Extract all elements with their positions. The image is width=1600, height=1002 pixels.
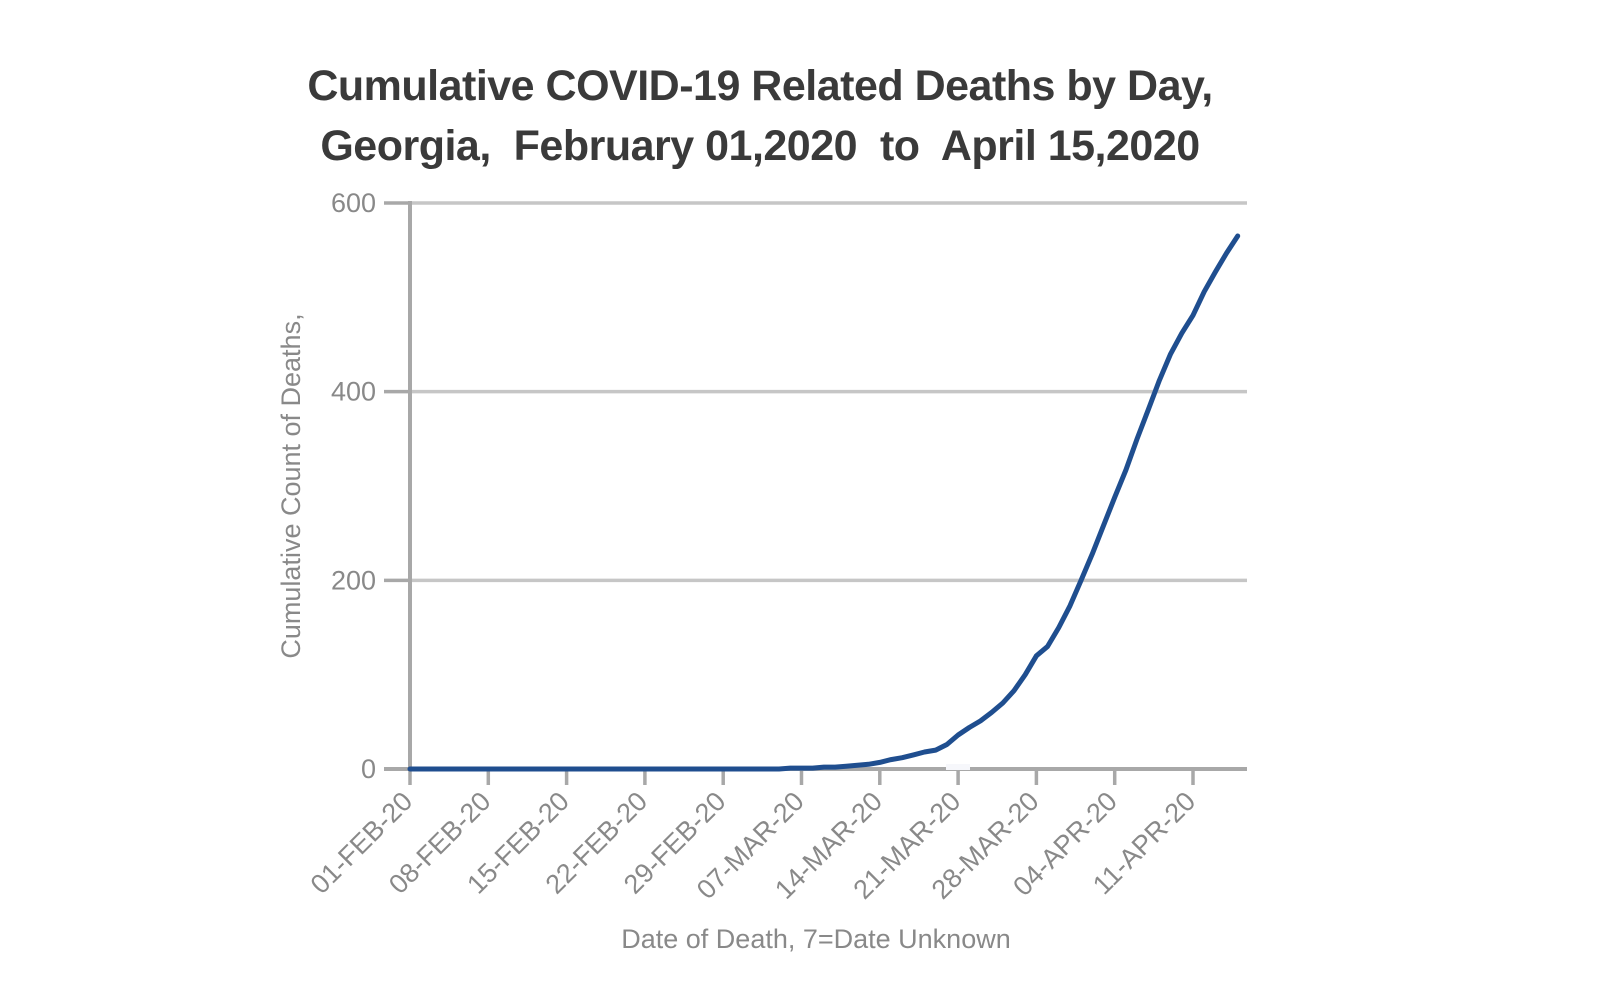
x-axis-title: Date of Death, 7=Date Unknown bbox=[621, 924, 1010, 954]
chart-title-line-2: Georgia, February 01,2020 to April 15,20… bbox=[320, 122, 1200, 170]
axis-artifact-dash bbox=[946, 764, 970, 770]
y-tick-label-600: 600 bbox=[331, 188, 376, 218]
y-tick-label-400: 400 bbox=[331, 377, 376, 407]
y-tick-label-0: 0 bbox=[361, 754, 376, 784]
chart-title-line-1: Cumulative COVID-19 Related Deaths by Da… bbox=[307, 62, 1213, 110]
series-line-cumulative-deaths bbox=[407, 233, 1241, 772]
y-axis-title: Cumulative Count of Deaths, bbox=[276, 313, 306, 658]
y-tick-label-200: 200 bbox=[331, 565, 376, 595]
